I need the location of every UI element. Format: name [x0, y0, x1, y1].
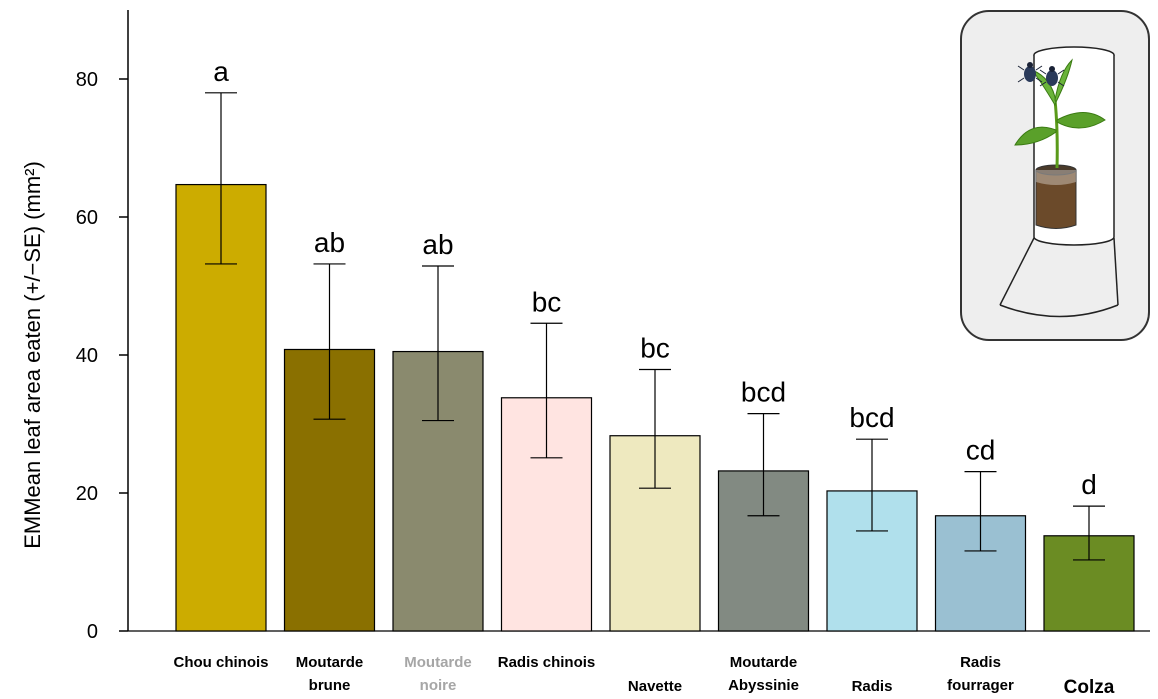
y-tick-label: 60: [76, 207, 98, 229]
x-labels-group: Chou chinois Moutarde brune Moutarde noire Ra…: [174, 654, 1115, 698]
x-tick-label: brune: [309, 677, 351, 694]
significance-letter: bcd: [741, 377, 786, 408]
x-tick-label: Moutarde: [730, 654, 798, 671]
significance-letter: bc: [532, 286, 562, 317]
y-tick-label: 0: [87, 621, 98, 643]
beetle-icon: [1017, 62, 1043, 83]
y-axis-label: EMMean leaf area eaten (+/−SE) (mm²): [20, 161, 45, 549]
beetle-cage-icon: [960, 10, 1150, 341]
x-tick-label: Chou chinois: [174, 654, 269, 671]
significance-letter: ab: [314, 227, 345, 258]
x-tick-label: Colza: [1064, 677, 1115, 698]
significance-letter: cd: [966, 435, 996, 466]
x-tick-label: Moutarde: [296, 654, 364, 671]
x-tick-label: Radis: [960, 654, 1001, 671]
significance-letter: a: [213, 56, 229, 87]
bars-group: a ab ab bc bc bcd bcd cd d: [175, 56, 1135, 632]
x-tick-label: Radis: [852, 678, 893, 695]
significance-letter: bc: [640, 332, 670, 363]
significance-letter: ab: [422, 229, 453, 260]
y-tick-label: 20: [76, 483, 98, 505]
y-tick-label: 40: [76, 345, 98, 367]
x-tick-label: Navette: [628, 678, 682, 695]
x-tick-label: noire: [420, 677, 457, 694]
x-tick-label: fourrager: [947, 677, 1014, 694]
x-tick-label: Radis chinois: [498, 654, 596, 671]
x-tick-label: Abyssinie: [728, 677, 799, 694]
significance-letter: bcd: [849, 402, 894, 433]
beetle-icon: [1039, 66, 1065, 87]
significance-letter: d: [1081, 469, 1097, 500]
x-tick-label: Moutarde: [404, 654, 472, 671]
y-tick-label: 80: [76, 69, 98, 91]
cage-illustration: [960, 10, 1150, 341]
